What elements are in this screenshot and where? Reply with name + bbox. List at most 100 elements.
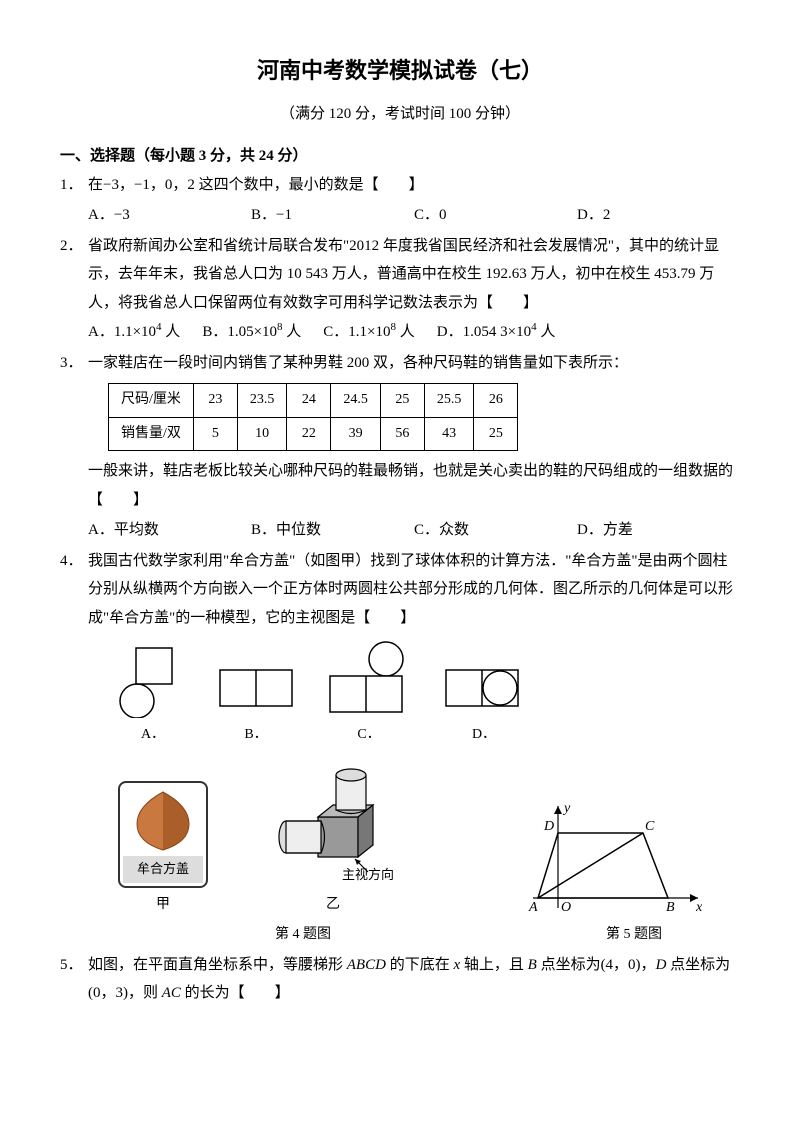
q-body: 在−3，−1，0，2 这四个数中，最小的数是【 】 A．−3 B．−1 C．0 … xyxy=(88,171,740,230)
table-row: 销售量/双 5 10 22 39 56 43 25 xyxy=(109,417,518,451)
label-x: x xyxy=(695,900,703,915)
cell: 26 xyxy=(474,384,518,418)
question-5: 5． 如图，在平面直角坐标系中，等腰梯形 ABCD 的下底在 x 轴上，且 B … xyxy=(60,951,740,1008)
q-options: A．1.1×104 人 B．1.05×108 人 C．1.1×108 人 D．1… xyxy=(88,317,740,347)
cell: 43 xyxy=(424,417,474,451)
opt-b-figure: B． xyxy=(216,646,296,749)
caption-left: 第 4 题图 xyxy=(138,922,468,949)
label-B: B xyxy=(666,900,675,915)
q-text: 省政府新闻办公室和省统计局联合发布"2012 年度我省国民经济和社会发展情况"，… xyxy=(88,232,740,318)
opt-a-figure: A． xyxy=(118,646,188,749)
view-label: 主视方向 xyxy=(342,863,394,888)
cell: 25 xyxy=(380,384,424,418)
yi-icon xyxy=(248,757,418,877)
opt-label: D． xyxy=(472,722,496,749)
label-O: O xyxy=(561,900,571,915)
svg-option-d xyxy=(442,646,526,718)
opt-label: B． xyxy=(244,722,267,749)
figure-jia: 牟合方盖 甲 xyxy=(118,781,208,918)
figure-yi: 主视方向 乙 xyxy=(248,757,418,918)
cell: 56 xyxy=(380,417,424,451)
opt-label: C． xyxy=(357,722,380,749)
cell: 24 xyxy=(287,384,331,418)
var-ABCD: ABCD xyxy=(347,957,386,973)
opt-b: B．−1 xyxy=(251,201,414,230)
question-1: 1． 在−3，−1，0，2 这四个数中，最小的数是【 】 A．−3 B．−1 C… xyxy=(60,171,740,230)
data-table: 尺码/厘米 23 23.5 24 24.5 25 25.5 26 销售量/双 5… xyxy=(108,383,518,451)
row-header: 尺码/厘米 xyxy=(109,384,194,418)
var-AC: AC xyxy=(162,985,181,1001)
opt-c: C．1.1×108 人 xyxy=(323,317,414,347)
q-text: 如图，在平面直角坐标系中，等腰梯形 xyxy=(88,957,347,973)
section-header: 一、选择题（每小题 3 分，共 24 分） xyxy=(60,142,740,171)
svg-option-a xyxy=(118,646,188,718)
q-text: 一般来讲，鞋店老板比较关心哪种尺码的鞋最畅销，也就是关心卖出的鞋的尺码组成的一组… xyxy=(88,457,740,514)
cell: 10 xyxy=(237,417,287,451)
q-text: 在−3，−1，0，2 这四个数中，最小的数是【 】 xyxy=(88,171,740,200)
opt-c: C．0 xyxy=(414,201,577,230)
opt-b: B．1.05×108 人 xyxy=(202,317,301,347)
opt-c-figure: C． xyxy=(324,640,414,749)
opt-d: D．1.054 3×104 人 xyxy=(437,317,556,347)
question-4: 4． 我国古代数学家利用"牟合方盖"（如图甲）找到了球体体积的计算方法．"牟合方… xyxy=(60,547,740,949)
cell: 23 xyxy=(193,384,237,418)
label-A: A xyxy=(528,900,538,915)
var-D: D xyxy=(656,957,667,973)
fig-label: 甲 xyxy=(156,892,170,919)
opt-a: A．1.1×104 人 xyxy=(88,317,180,347)
page-title: 河南中考数学模拟试卷（七） xyxy=(60,50,740,92)
svg-option-c xyxy=(324,640,414,718)
opt-b: B．中位数 xyxy=(251,516,414,545)
jiagui-box: 牟合方盖 xyxy=(118,781,208,888)
caption-right: 第 5 题图 xyxy=(468,922,740,949)
table-row: 尺码/厘米 23 23.5 24 24.5 25 25.5 26 xyxy=(109,384,518,418)
question-3: 3． 一家鞋店在一段时间内销售了某种男鞋 200 双，各种尺码鞋的销售量如下表所… xyxy=(60,349,740,545)
q-body: 一家鞋店在一段时间内销售了某种男鞋 200 双，各种尺码鞋的销售量如下表所示： … xyxy=(88,349,740,545)
opt-d: D．2 xyxy=(577,201,740,230)
q-number: 1． xyxy=(60,171,88,230)
cell: 25.5 xyxy=(424,384,474,418)
q-text: 的长为【 】 xyxy=(181,985,290,1001)
q-options: A．−3 B．−1 C．0 D．2 xyxy=(88,201,740,230)
opt-a: A．平均数 xyxy=(88,516,251,545)
jiagui-icon xyxy=(125,786,201,856)
fig-label: 乙 xyxy=(326,892,340,919)
q-text: 点坐标为(4，0)， xyxy=(537,957,656,973)
q-number: 3． xyxy=(60,349,88,545)
opt-label: A． xyxy=(141,722,165,749)
label-C: C xyxy=(645,819,655,834)
q4-option-figures: A． B． C． xyxy=(118,640,740,749)
var-B: B xyxy=(528,957,537,973)
cell: 39 xyxy=(331,417,381,451)
cell: 5 xyxy=(193,417,237,451)
q4-ref-figures: 牟合方盖 甲 xyxy=(118,757,740,918)
opt-c: C．众数 xyxy=(414,516,577,545)
cell: 22 xyxy=(287,417,331,451)
page-subtitle: （满分 120 分，考试时间 100 分钟） xyxy=(60,100,740,129)
opt-d: D．方差 xyxy=(577,516,740,545)
q-body: 如图，在平面直角坐标系中，等腰梯形 ABCD 的下底在 x 轴上，且 B 点坐标… xyxy=(88,951,740,1008)
q-text: 的下底在 xyxy=(386,957,454,973)
opt-d-figure: D． xyxy=(442,646,526,749)
jiagui-label: 牟合方盖 xyxy=(123,856,203,883)
q-text: 轴上，且 xyxy=(460,957,528,973)
figure-q5: A O B C D y x xyxy=(508,798,708,918)
svg-option-b xyxy=(216,646,296,718)
q5-chart: A O B C D y x xyxy=(508,798,708,918)
label-y: y xyxy=(562,801,571,816)
caption-row: 第 4 题图 第 5 题图 xyxy=(138,922,740,949)
q-body: 省政府新闻办公室和省统计局联合发布"2012 年度我省国民经济和社会发展情况"，… xyxy=(88,232,740,347)
cell: 25 xyxy=(474,417,518,451)
opt-a: A．−3 xyxy=(88,201,251,230)
cell: 23.5 xyxy=(237,384,287,418)
q-number: 4． xyxy=(60,547,88,949)
row-header: 销售量/双 xyxy=(109,417,194,451)
q-options: A．平均数 B．中位数 C．众数 D．方差 xyxy=(88,516,740,545)
q-text: 一家鞋店在一段时间内销售了某种男鞋 200 双，各种尺码鞋的销售量如下表所示： xyxy=(88,349,740,378)
q-number: 5． xyxy=(60,951,88,1008)
q-body: 我国古代数学家利用"牟合方盖"（如图甲）找到了球体体积的计算方法．"牟合方盖"是… xyxy=(88,547,740,949)
question-2: 2． 省政府新闻办公室和省统计局联合发布"2012 年度我省国民经济和社会发展情… xyxy=(60,232,740,347)
label-D: D xyxy=(543,819,554,834)
q-text: 我国古代数学家利用"牟合方盖"（如图甲）找到了球体体积的计算方法．"牟合方盖"是… xyxy=(88,547,740,633)
q-number: 2． xyxy=(60,232,88,347)
